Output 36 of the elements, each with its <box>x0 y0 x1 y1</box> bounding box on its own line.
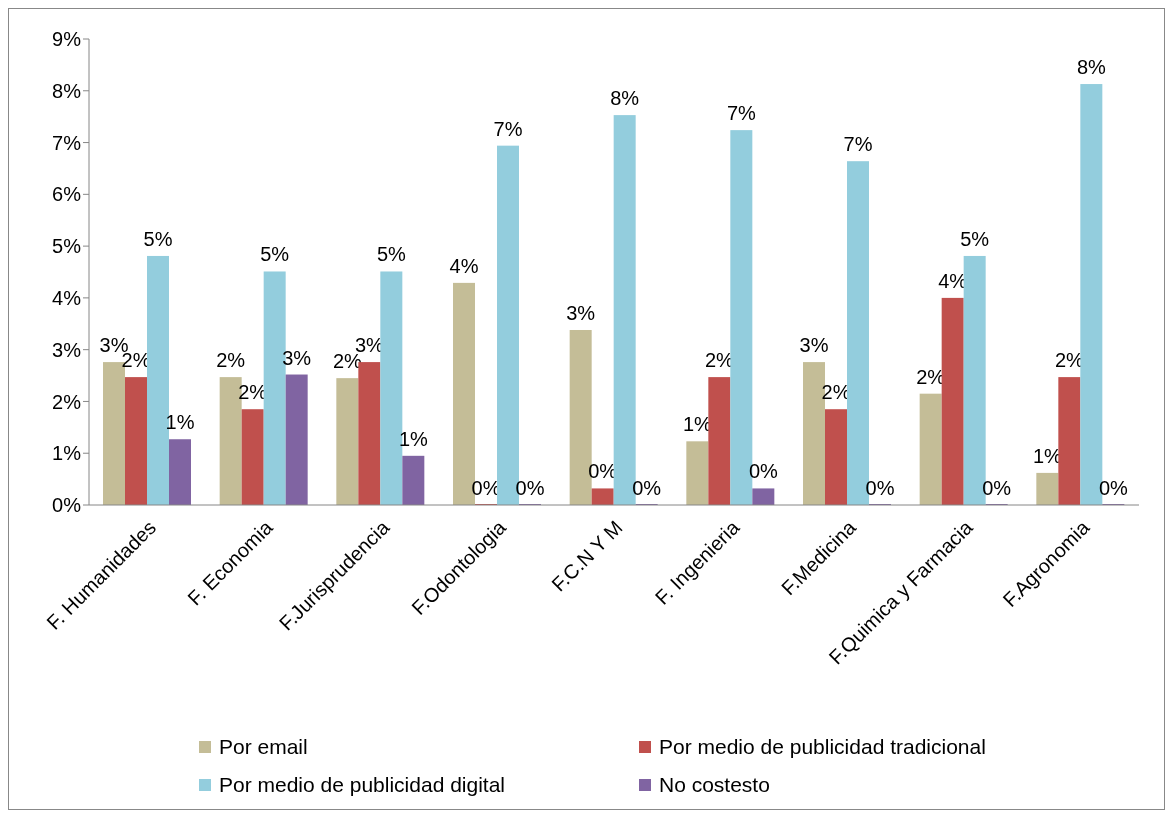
data-label: 7% <box>493 117 523 140</box>
y-tick-label: 0% <box>52 494 82 517</box>
data-label: 7% <box>726 102 756 125</box>
data-label: 8% <box>610 87 640 110</box>
data-label: 3% <box>799 334 829 357</box>
data-label: 0% <box>1098 477 1128 499</box>
y-tick-label: 3% <box>52 338 82 361</box>
data-label: 4% <box>449 254 479 277</box>
legend-label: Por email <box>219 735 308 759</box>
y-tick-label: 4% <box>52 286 82 309</box>
data-label: 8% <box>1076 56 1106 79</box>
data-label: 1% <box>398 427 428 450</box>
data-label: 0% <box>865 477 895 499</box>
y-tick-label: 8% <box>52 79 82 102</box>
data-label: 5% <box>260 243 290 266</box>
data-label: 7% <box>843 133 873 156</box>
data-label: 2% <box>216 349 246 372</box>
data-label: 0% <box>982 477 1012 499</box>
data-label: 3% <box>282 346 312 369</box>
y-tick-label: 5% <box>52 235 82 258</box>
data-label: 5% <box>143 227 173 250</box>
data-label: 0% <box>515 477 545 499</box>
legend-label: Por medio de publicidad digital <box>219 773 506 797</box>
y-tick-label: 7% <box>52 131 82 154</box>
y-tick-label: 1% <box>52 442 82 465</box>
y-tick-label: 9% <box>52 28 82 51</box>
y-tick-label: 6% <box>52 183 82 206</box>
data-label: 1% <box>165 411 195 434</box>
legend-label: No costesto <box>659 773 770 797</box>
data-label: 0% <box>748 460 778 483</box>
data-label: 0% <box>632 477 662 499</box>
legend-label: Por medio de publicidad tradicional <box>659 735 986 759</box>
y-tick-label: 2% <box>52 390 82 413</box>
data-label: 5% <box>376 243 406 266</box>
data-label: 3% <box>566 301 596 324</box>
data-label: 5% <box>960 227 990 250</box>
